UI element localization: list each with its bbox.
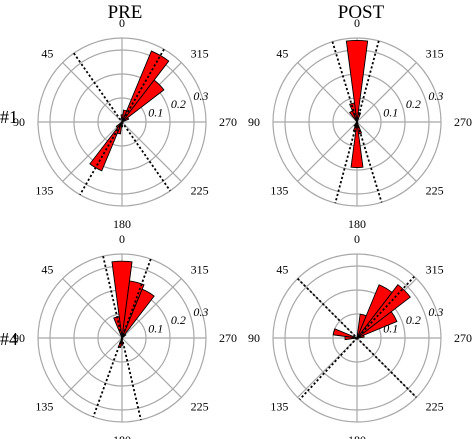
- row-label-1: #1: [0, 107, 18, 127]
- angle-label-270: 270: [219, 331, 237, 345]
- ring-label: 0.2: [171, 313, 186, 327]
- ring-label: 0.2: [171, 97, 186, 111]
- petal-0: [345, 39, 369, 123]
- angle-label-180: 180: [348, 433, 366, 439]
- polar-chart-3: 0 315 270 225 180 135 90 45 0.1 0.2 0.3: [248, 232, 472, 439]
- angle-label-90: 90: [13, 331, 25, 345]
- angle-label-270: 270: [219, 115, 237, 129]
- angle-label-135: 135: [35, 400, 53, 414]
- petal-345: [356, 313, 367, 339]
- petal-315: [121, 79, 165, 123]
- grid-spoke: [62, 278, 123, 339]
- ring-label: 0.2: [406, 313, 421, 327]
- petal-90: [344, 335, 358, 341]
- grid-spoke: [121, 278, 182, 339]
- grid-spoke: [62, 62, 123, 123]
- dotted-axis: [296, 277, 418, 399]
- angle-label-270: 270: [454, 115, 472, 129]
- grid-spoke: [121, 121, 182, 182]
- angle-label-315: 315: [426, 46, 444, 60]
- angle-label-315: 315: [191, 46, 209, 60]
- grid-spoke: [297, 62, 358, 123]
- petal-285: [356, 334, 365, 339]
- ring-label: 0.1: [383, 105, 398, 119]
- ring-label: 0.3: [193, 89, 208, 103]
- dotted-axis: [73, 52, 171, 192]
- angle-label-270: 270: [454, 331, 472, 345]
- angle-label-0: 0: [119, 232, 125, 246]
- angle-label-45: 45: [276, 262, 288, 276]
- petal-30: [349, 110, 358, 123]
- ring-label: 0.3: [428, 89, 443, 103]
- angle-label-225: 225: [191, 400, 209, 414]
- angle-label-315: 315: [426, 262, 444, 276]
- grid-spoke: [297, 121, 358, 182]
- angle-label-0: 0: [354, 232, 360, 246]
- angle-label-45: 45: [41, 46, 53, 60]
- petal-315: [121, 333, 127, 339]
- petal-300: [356, 311, 398, 339]
- ring-label: 0.2: [406, 97, 421, 111]
- ring-label: 0.1: [148, 105, 163, 119]
- ring-label: 0.3: [193, 305, 208, 319]
- angle-label-45: 45: [41, 262, 53, 276]
- angle-label-225: 225: [191, 184, 209, 198]
- petal-135: [115, 121, 123, 129]
- angle-label-0: 0: [119, 16, 125, 30]
- angle-label-135: 135: [270, 400, 288, 414]
- petal-75: [332, 328, 358, 339]
- grid-spoke: [356, 62, 417, 123]
- angle-label-225: 225: [426, 184, 444, 198]
- dotted-axis: [331, 41, 383, 203]
- petal-330: [121, 288, 155, 339]
- ring-label: 0.1: [148, 321, 163, 335]
- ring-label: 0.1: [383, 321, 398, 335]
- angle-label-0: 0: [354, 16, 360, 30]
- petal-330: [121, 50, 170, 123]
- grid-spoke: [62, 121, 123, 182]
- angle-label-90: 90: [248, 115, 260, 129]
- polar-chart-2: 0 315 270 225 180 135 90 45 0.1 0.2 0.3: [13, 232, 237, 439]
- column-title-pre: PRE: [108, 2, 143, 23]
- angle-label-315: 315: [191, 262, 209, 276]
- row-label-4: #4: [0, 329, 18, 349]
- angle-label-45: 45: [276, 46, 288, 60]
- polar-chart-0: 0 315 270 225 180 135 90 45 0.1 0.2 0.3: [13, 16, 237, 231]
- grid-spoke: [121, 337, 182, 398]
- angle-label-90: 90: [248, 331, 260, 345]
- petal-0: [111, 260, 133, 339]
- grid-spoke: [297, 337, 358, 398]
- polar-chart-1: 0 315 270 225 180 135 90 45 0.1 0.2 0.3: [248, 16, 472, 231]
- angle-label-90: 90: [13, 115, 25, 129]
- petal-0: [120, 114, 124, 123]
- polar-charts: 0 315 270 225 180 135 90 45 0.1 0.2 0.3 0 315 270 225 1…: [13, 16, 472, 439]
- angle-label-180: 180: [113, 433, 131, 439]
- petal-315: [356, 284, 411, 339]
- petal-300: [121, 116, 130, 123]
- angle-label-135: 135: [35, 184, 53, 198]
- petal-180: [350, 121, 364, 169]
- angle-label-180: 180: [348, 217, 366, 231]
- ring-label: 0.3: [428, 305, 443, 319]
- petal-330: [356, 284, 393, 339]
- angle-label-135: 135: [270, 184, 288, 198]
- grid-spoke: [356, 121, 417, 182]
- angle-label-225: 225: [426, 400, 444, 414]
- dotted-axis: [102, 255, 142, 421]
- angle-label-180: 180: [113, 217, 131, 231]
- grid-spoke: [62, 337, 123, 398]
- column-title-post: POST: [338, 2, 385, 23]
